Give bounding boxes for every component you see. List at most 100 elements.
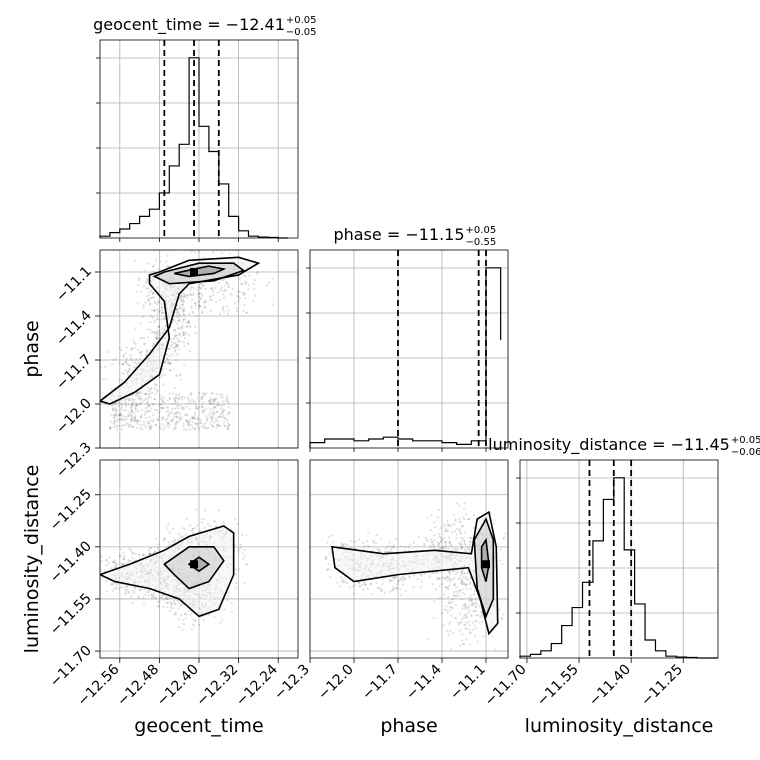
sample-point [144,410,147,413]
sample-point [174,345,178,349]
sample-point [124,423,128,427]
sample-point [173,613,176,616]
sample-point [194,251,197,254]
sample-point [188,350,192,353]
sample-point [154,550,157,553]
sample-point [401,579,405,582]
sample-point [172,368,175,371]
sample-point [220,405,223,408]
sample-point [226,312,229,315]
sample-point [125,346,128,349]
sample-point [227,402,231,405]
sample-point [138,357,142,360]
sample-point [475,620,478,623]
sample-point [209,298,212,301]
sample-point [429,544,432,547]
x-tick-label: −12.24 [233,661,281,709]
sample-point [151,596,154,599]
sample-point [464,548,467,551]
sample-point [166,264,169,267]
sample-point [469,576,472,579]
sample-point [221,416,224,419]
sample-point [158,410,162,413]
sample-point [226,428,229,431]
sample-point [194,417,198,421]
sample-point [199,286,202,290]
sample-point [198,406,201,409]
sample-point [174,343,178,347]
sample-point [133,416,136,419]
sample-point [136,419,139,422]
sample-point [468,582,472,586]
y-axis-label-phase: phase [21,320,43,377]
sample-point [183,363,186,367]
sample-point [178,392,181,396]
sample-point [465,576,468,579]
sample-point [175,396,178,400]
sample-point [268,281,271,285]
sample-point [169,362,172,365]
sample-point [152,264,155,267]
sample-point [135,361,138,365]
sample-point [133,346,136,349]
sample-point [149,396,152,399]
scatter-panel-geocent_time__phase [89,249,299,449]
sample-point [149,296,153,300]
sample-point [173,386,176,390]
sample-point [445,609,448,612]
sample-point [224,417,227,420]
sample-point [174,320,177,323]
sample-point [134,418,137,421]
sample-point [502,537,505,540]
sample-point [194,325,197,328]
sample-point [440,546,443,550]
sample-point [148,552,152,555]
sample-point [192,287,196,290]
sample-point [171,353,174,356]
sample-point [445,605,448,608]
sample-point [143,423,146,426]
sample-point [136,410,140,413]
sample-point [201,294,204,297]
contour-fill [100,257,259,404]
sample-point [89,391,91,393]
sample-point [423,572,426,575]
sample-point [458,504,461,507]
sample-point [162,428,166,431]
contour-fill [174,266,224,277]
sample-point [256,271,259,274]
sample-point [458,621,462,625]
sample-point [212,416,215,419]
sample-point [210,416,213,419]
sample-point [455,595,458,598]
sample-point [161,327,164,330]
sample-point [174,402,177,405]
sample-point [101,392,104,395]
sample-point [452,594,455,597]
sample-point [158,310,161,313]
sample-point [129,406,132,409]
sample-point [195,407,198,410]
histogram-luminosity_distance [519,477,718,659]
sample-point [460,547,464,550]
sample-point [220,252,224,255]
sample-point [434,588,438,591]
sample-point [178,536,181,539]
sample-point [457,548,460,551]
sample-point [222,310,226,314]
sample-point [211,251,215,254]
sample-point [446,575,449,579]
sample-point [154,596,158,599]
sample-point [448,542,451,545]
sample-point [133,586,136,589]
sample-point [152,295,155,299]
sample-point [139,351,142,354]
sample-point [130,410,134,413]
sample-point [132,365,135,369]
sample-point [328,568,331,571]
sample-point [391,576,394,579]
sample-point [120,403,123,406]
sample-point [179,378,182,381]
sample-point [163,328,166,332]
sample-point [151,391,155,395]
